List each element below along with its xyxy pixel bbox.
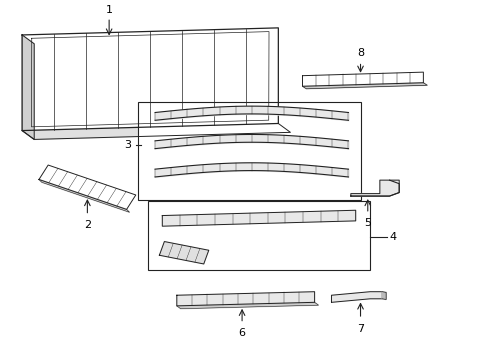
Text: 6: 6 bbox=[238, 328, 245, 338]
Polygon shape bbox=[177, 292, 314, 306]
Text: 1: 1 bbox=[105, 5, 112, 15]
Text: 3: 3 bbox=[123, 140, 131, 150]
Polygon shape bbox=[159, 242, 208, 264]
Polygon shape bbox=[331, 292, 382, 302]
Bar bbox=[147, 201, 369, 270]
Polygon shape bbox=[302, 83, 427, 89]
Text: 5: 5 bbox=[364, 218, 370, 228]
Polygon shape bbox=[22, 123, 290, 139]
Polygon shape bbox=[22, 35, 34, 139]
Polygon shape bbox=[39, 180, 129, 212]
Bar bbox=[138, 102, 360, 200]
Polygon shape bbox=[382, 292, 386, 300]
Polygon shape bbox=[350, 180, 398, 196]
Polygon shape bbox=[22, 28, 278, 131]
Text: 8: 8 bbox=[356, 48, 364, 58]
Polygon shape bbox=[302, 72, 423, 86]
Polygon shape bbox=[39, 165, 136, 210]
Polygon shape bbox=[177, 302, 318, 309]
Polygon shape bbox=[162, 210, 355, 226]
Text: 4: 4 bbox=[389, 232, 396, 242]
Text: 2: 2 bbox=[83, 220, 91, 230]
Text: 7: 7 bbox=[356, 324, 364, 334]
